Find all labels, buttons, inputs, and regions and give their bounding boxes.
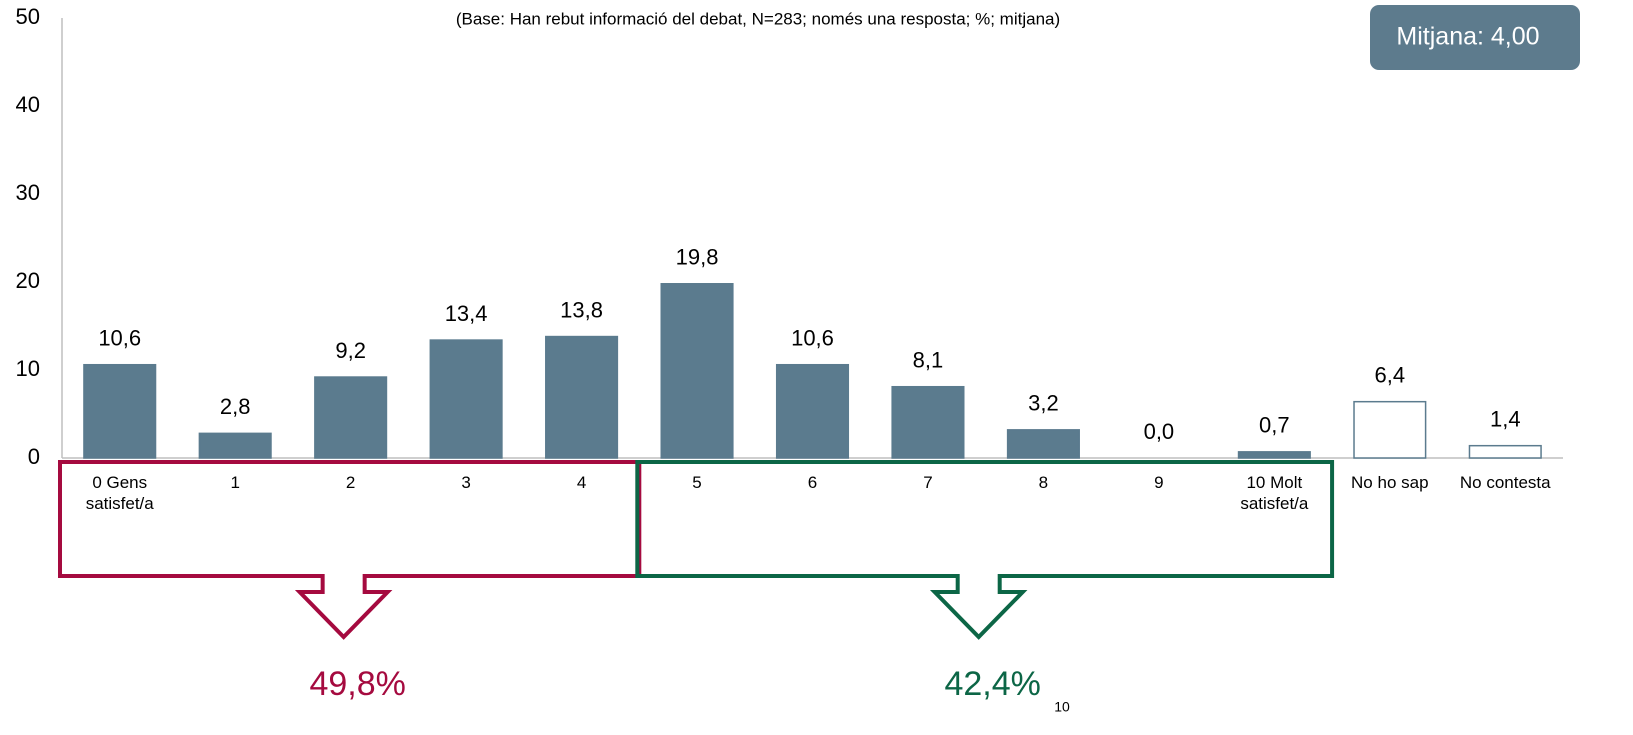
bar — [891, 385, 965, 459]
bar — [1237, 451, 1311, 459]
value-label: 8,1 — [913, 348, 944, 373]
bar — [429, 339, 503, 459]
bar — [1353, 400, 1427, 459]
x-tick-label: 8 — [1038, 473, 1049, 492]
group-label: 42,4% — [944, 665, 1040, 703]
x-tick-label: 4 — [576, 473, 587, 492]
value-label: 13,8 — [560, 297, 603, 322]
y-tick-label: 0 — [28, 444, 40, 469]
badge — [1370, 5, 1580, 70]
y-tick-label: 20 — [16, 268, 40, 293]
x-tick-label: 3 — [461, 473, 471, 492]
x-tick-label: No contesta — [1459, 473, 1551, 492]
bar — [314, 376, 388, 459]
value-label: 0,7 — [1259, 413, 1290, 438]
x-tick-label: 9 — [1154, 473, 1164, 492]
y-tick-label: 10 — [16, 356, 40, 381]
bar — [775, 363, 850, 459]
value-label: 2,8 — [220, 394, 251, 419]
chart-subtitle: (Base: Han rebut informació del debat, N… — [456, 9, 1060, 28]
x-tick-label: 1 — [230, 473, 240, 492]
bar — [1006, 429, 1080, 459]
x-tick-label: 2 — [345, 473, 356, 492]
value-label: 1,4 — [1490, 406, 1521, 431]
value-label: 10,6 — [791, 326, 834, 351]
x-tick-label: 6 — [807, 473, 818, 492]
value-label: 6,4 — [1375, 362, 1406, 387]
value-label: 19,8 — [676, 245, 719, 270]
value-label: 0,0 — [1144, 419, 1175, 444]
value-label: 9,2 — [335, 338, 366, 363]
bar — [660, 283, 734, 459]
bar — [83, 363, 157, 459]
y-tick-label: 50 — [16, 4, 40, 29]
bar — [198, 432, 272, 459]
bar — [1468, 444, 1542, 459]
value-label: 10,6 — [98, 326, 141, 351]
bar — [545, 335, 619, 459]
y-tick-label: 30 — [16, 180, 40, 205]
group-label: 49,8% — [309, 665, 405, 703]
badge-label: Mitjana: 4,00 — [1396, 23, 1539, 51]
group-bracket — [58, 460, 642, 640]
x-tick-label: 7 — [923, 473, 933, 492]
x-tick-label: No ho sap — [1351, 473, 1429, 492]
x-tick-label: 0 Gens satisfet/a — [85, 473, 154, 513]
group-bracket — [635, 460, 1335, 640]
value-label: 3,2 — [1028, 391, 1059, 416]
x-tick-label: 5 — [692, 473, 702, 492]
y-tick-label: 40 — [16, 92, 40, 117]
value-label: 13,4 — [445, 301, 488, 326]
x-tick-label: 10 Molt satisfet/a — [1240, 473, 1309, 513]
page-number: 10 — [1054, 699, 1070, 715]
